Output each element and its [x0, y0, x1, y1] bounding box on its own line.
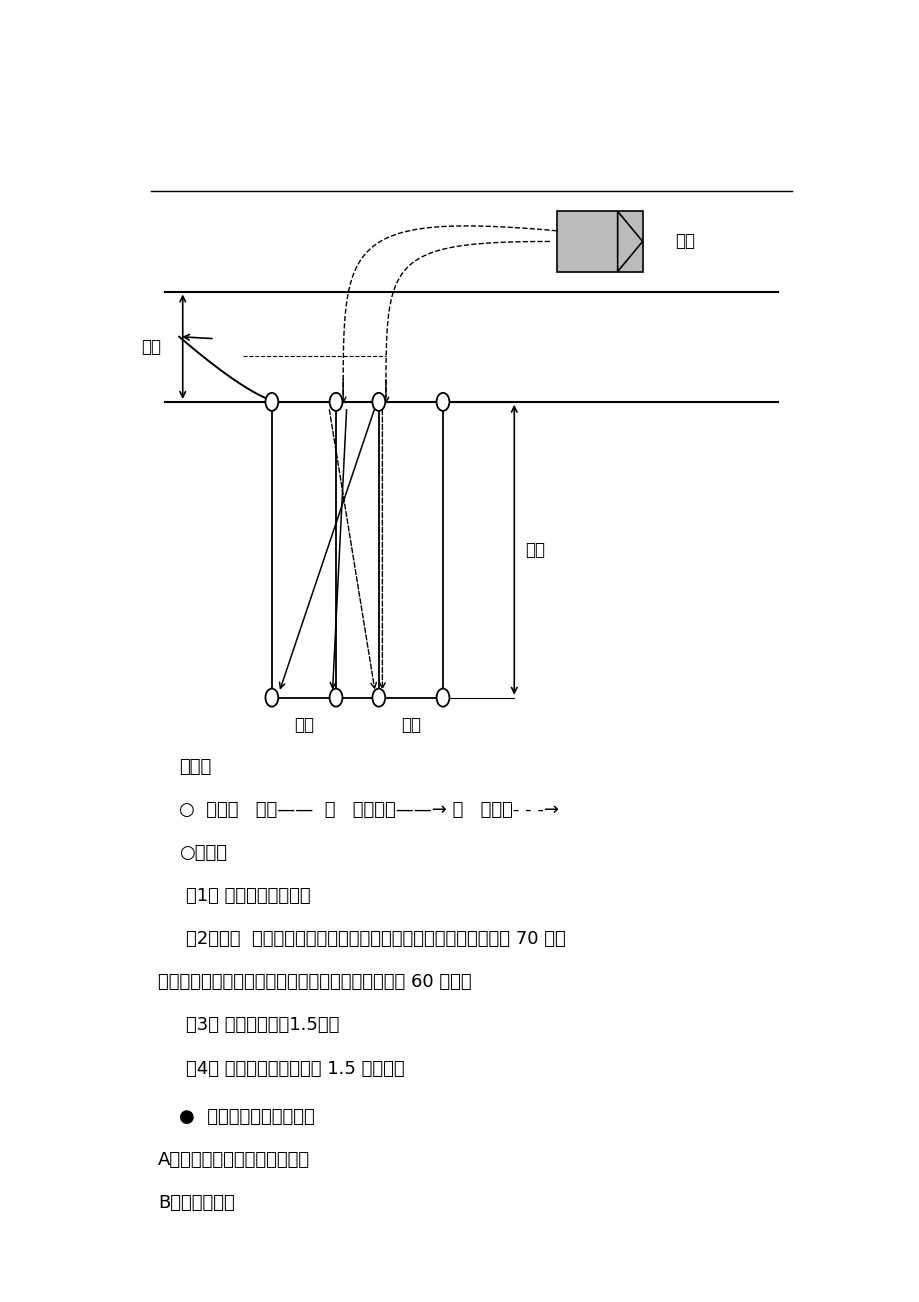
Text: （4） 起点：距甲库外边线 1.5 倍车长。: （4） 起点：距甲库外边线 1.5 倍车长。 [186, 1060, 404, 1078]
Text: 路宽: 路宽 [142, 337, 161, 355]
Text: ○尺寸：: ○尺寸： [179, 844, 227, 862]
Text: 甲库: 甲库 [401, 716, 420, 733]
Circle shape [329, 689, 342, 707]
Circle shape [329, 393, 342, 411]
Bar [557, 211, 641, 272]
Text: B、碰擦桩杆；: B、碰擦桩杆； [158, 1194, 234, 1212]
Circle shape [266, 393, 278, 411]
Text: （3） 路宽：车长的1.5倍；: （3） 路宽：车长的1.5倍； [186, 1017, 339, 1034]
Text: 起点: 起点 [674, 233, 694, 250]
Circle shape [372, 689, 385, 707]
Text: 小型汽车、小型自动挡汽车、低速载货汽车为车宽加 60 厘米；: 小型汽车、小型自动挡汽车、低速载货汽车为车宽加 60 厘米； [158, 974, 471, 991]
Text: （1） 桩长：二倍车长；: （1） 桩长：二倍车长； [186, 887, 311, 905]
Text: 图例：: 图例： [179, 758, 211, 776]
Circle shape [437, 689, 448, 707]
Text: 乙库: 乙库 [294, 716, 313, 733]
Text: ○  桩杆；   边线——  ；   前进线：——→ ；   倒车线- - -→: ○ 桩杆； 边线—— ； 前进线：——→ ； 倒车线- - -→ [179, 801, 559, 819]
Circle shape [266, 689, 278, 707]
Circle shape [372, 393, 385, 411]
Text: 桩长: 桩长 [525, 540, 544, 559]
Polygon shape [617, 211, 641, 272]
Circle shape [437, 393, 448, 411]
Text: A、不按规定路线、顺序行驶；: A、不按规定路线、顺序行驶； [158, 1151, 310, 1169]
Text: （2）桩宽  大型客车、城市公交车、大型货车、中型客车为车宽加 70 厘米: （2）桩宽 大型客车、城市公交车、大型货车、中型客车为车宽加 70 厘米 [186, 930, 565, 948]
Text: ●  下列情况之一为不合格: ● 下列情况之一为不合格 [179, 1108, 314, 1126]
